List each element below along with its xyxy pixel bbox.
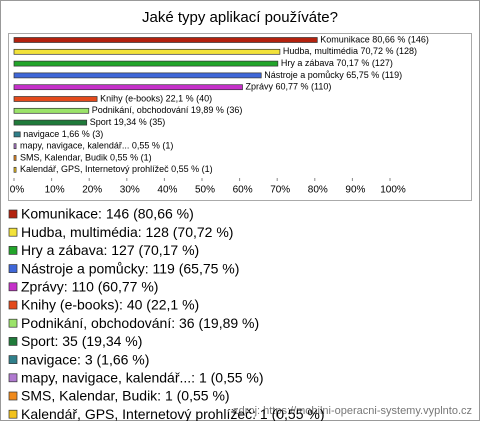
- legend-swatch: [8, 318, 18, 328]
- legend-label: Sport: 35 (19,34 %): [21, 333, 142, 349]
- legend-swatch: [8, 246, 18, 255]
- legend-swatch: [8, 373, 18, 383]
- legend-label: SMS, Kalendar, Budik: 1 (0,55 %): [21, 388, 230, 404]
- legend-swatch: [8, 282, 18, 292]
- x-tick-label: 100%: [380, 185, 406, 196]
- bar: [13, 155, 17, 161]
- legend-label: Komunikace: 146 (80,66 %): [21, 206, 194, 222]
- chart-title: Jaké typy aplikací používáte?: [142, 9, 338, 26]
- legend-label: mapy, navigace, kalendář...: 1 (0,55 %): [21, 370, 264, 386]
- bar: [13, 96, 98, 102]
- legend-swatch: [8, 409, 18, 419]
- x-tick-label: 30%: [120, 185, 140, 196]
- legend-label: Knihy (e-books): 40 (22,1 %): [21, 297, 199, 313]
- legend-swatch: [8, 391, 18, 401]
- bar: [13, 84, 243, 91]
- legend-label: Zprávy: 110 (60,77 %): [21, 279, 158, 295]
- bar: [13, 119, 88, 126]
- value-label: Nástroje a pomůcky 65,75 % (119): [264, 70, 402, 80]
- x-tick-label: 40%: [157, 185, 177, 196]
- value-label: navigace 1,66 % (3): [23, 129, 103, 139]
- value-label: Zprávy 60,77 % (110): [245, 82, 331, 92]
- legend-swatch: [8, 355, 18, 364]
- legend-swatch: [8, 209, 18, 219]
- bar: [13, 107, 90, 114]
- legend-label: Hry a zábava: 127 (70,17 %): [21, 242, 199, 258]
- legend-swatch: [8, 227, 18, 237]
- legend-swatch: [8, 337, 18, 346]
- x-tick-label: 90%: [345, 185, 365, 196]
- legend-label: Nástroje a pomůcky: 119 (65,75 %): [21, 260, 239, 276]
- value-label: Sport 19,34 % (35): [90, 117, 166, 127]
- value-label: Komunikace 80,66 % (146): [320, 34, 429, 44]
- x-tick-label: 80%: [308, 185, 328, 196]
- x-tick-label: 20%: [82, 185, 102, 196]
- plot-frame: [8, 33, 472, 201]
- bar: [13, 143, 17, 150]
- value-label: Hry a zábava 70,17 % (127): [281, 58, 393, 68]
- source: zdroj: https://mobilni-operacni-systemy.…: [233, 405, 472, 417]
- bar: [13, 131, 21, 138]
- bar: [13, 48, 281, 55]
- x-tick-label: 70%: [270, 185, 290, 196]
- legend-label: navigace: 3 (1,66 %): [21, 351, 149, 367]
- bar: [13, 166, 17, 173]
- value-label: Knihy (e-books) 22,1 % (40): [100, 93, 212, 103]
- x-tick-label: 60%: [233, 185, 253, 196]
- value-label: mapy, navigace, kalendář... 0,55 % (1): [20, 141, 173, 151]
- bar: [13, 37, 318, 43]
- bar: [13, 72, 262, 79]
- x-tick-label: 50%: [195, 185, 215, 196]
- value-label: SMS, Kalendar, Budik 0,55 % (1): [20, 152, 152, 162]
- legend-label: Kalendář, GPS, Internetový prohlížeč: 1 …: [21, 406, 325, 421]
- value-label: Kalendář, GPS, Internetový prohlížeč 0,5…: [20, 164, 213, 174]
- x-tick-label: 10%: [45, 185, 65, 196]
- legend-label: Podnikání, obchodování: 36 (19,89 %): [21, 315, 259, 331]
- x-tick-label: 0%: [10, 185, 25, 196]
- legend-swatch: [8, 300, 18, 310]
- value-label: Podnikání, obchodování 19,89 % (36): [92, 105, 243, 115]
- legend-label: Hudba, multimédia: 128 (70,72 %): [21, 224, 233, 240]
- value-label: Hudba, multimédia 70,72 % (128): [283, 46, 417, 56]
- bar: [13, 60, 279, 67]
- legend-swatch: [8, 264, 18, 273]
